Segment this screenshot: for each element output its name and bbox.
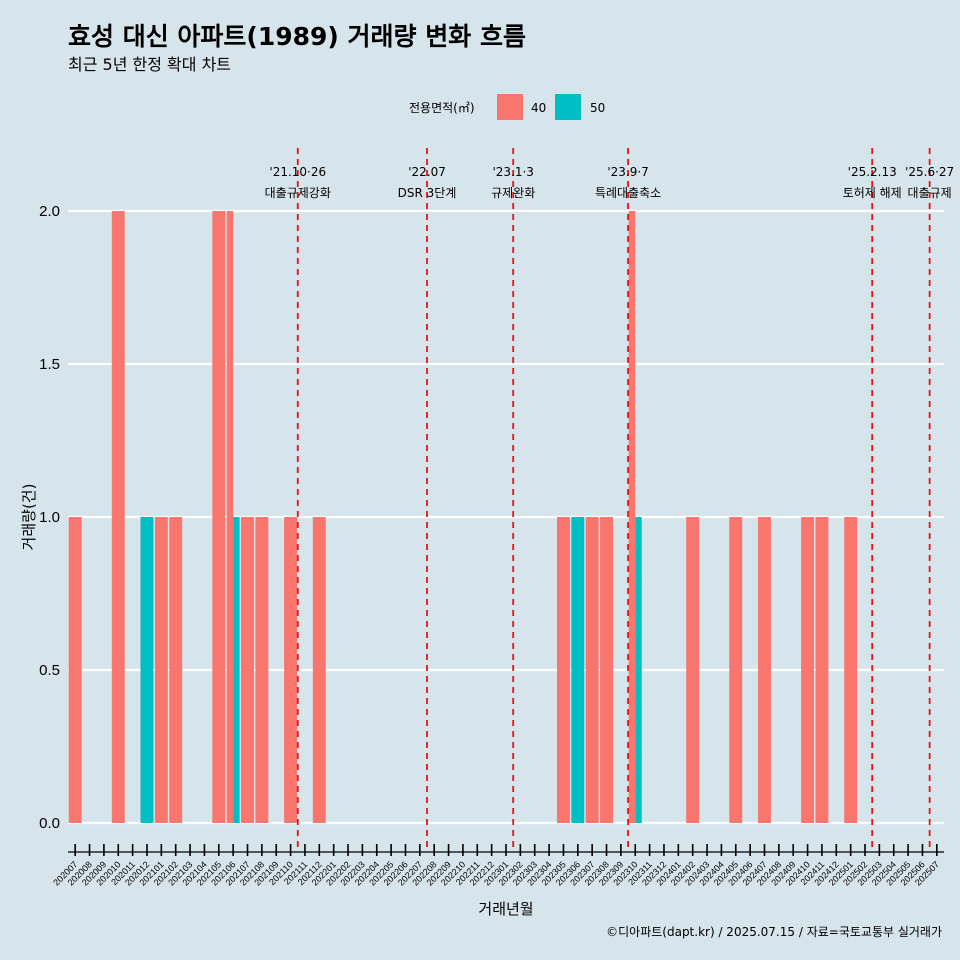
bar-40-202112 [312, 517, 326, 823]
event-date: '22.07 [408, 165, 446, 179]
bar-40-202305 [556, 517, 570, 823]
legend-title: 전용면적(㎡) [409, 101, 475, 115]
bar-40-202105 [212, 211, 226, 823]
chart-subtitle: 최근 5년 한정 확대 차트 [68, 55, 231, 74]
event-date: '25.6·27 [905, 165, 954, 179]
bar-40-202107 [241, 517, 254, 823]
bar-40-202402 [686, 517, 700, 823]
bar-40-202007 [68, 517, 82, 823]
event-date: '25.2.13 [848, 165, 897, 179]
bar-40-202411 [815, 517, 829, 823]
bar-50-202012 [140, 517, 154, 823]
bar-40-202307 [585, 517, 599, 823]
bar-40-202405 [729, 517, 743, 823]
event-label: 규제완화 [491, 186, 535, 200]
event-label: DSR 3단계 [398, 186, 457, 200]
bars [68, 211, 858, 823]
legend: 전용면적(㎡) 40 50 [409, 94, 605, 120]
y-tick-label: 0.5 [39, 662, 60, 679]
bar-50-202310 [635, 517, 642, 823]
caption: ©디아파트(dapt.kr) / 2025.07.15 / 자료=국토교통부 실… [606, 925, 942, 939]
event-label: 토허제 해제 [843, 186, 902, 200]
y-tick-label: 0.0 [39, 815, 60, 832]
bar-40-202102 [169, 517, 183, 823]
y-tick-label: 2.0 [39, 203, 60, 220]
bar-40-202110 [284, 517, 298, 823]
y-axis-ticks: 0.0 0.5 1.0 1.5 2.0 [39, 203, 60, 832]
bar-40-202501 [844, 517, 858, 823]
legend-label-40: 40 [531, 101, 546, 115]
legend-label-50: 50 [590, 101, 605, 115]
event-date: '23.9·7 [607, 165, 648, 179]
y-tick-label: 1.5 [39, 356, 60, 373]
legend-swatch-40 [497, 94, 523, 120]
x-axis-title: 거래년월 [478, 900, 533, 918]
bar-40-202106 [226, 211, 234, 823]
bar-50-202306 [571, 517, 585, 823]
bar-40-202410 [801, 517, 815, 823]
event-lines: '21.10·26 대출규제강화 '22.07 DSR 3단계 '23.1·3 규제완화 '… [265, 148, 954, 852]
x-axis: 2020072020082020092020102020112020122021… [51, 844, 944, 888]
bar-40-202108 [255, 517, 269, 823]
event-date: '23.1·3 [492, 165, 533, 179]
event-date: '21.10·26 [269, 165, 326, 179]
bar-40-202010 [111, 211, 125, 823]
y-axis-title: 거래량(건) [20, 484, 38, 551]
bar-40-202101 [154, 517, 168, 823]
bar-40-202310 [628, 211, 636, 823]
event-label: 대출규제강화 [265, 186, 331, 200]
bar-40-202407 [758, 517, 771, 823]
legend-swatch-50 [555, 94, 581, 120]
y-tick-label: 1.0 [39, 509, 60, 526]
bar-50-202106 [233, 517, 240, 823]
bar-40-202308 [600, 517, 613, 823]
event-label: 특례대출축소 [595, 186, 661, 200]
event-label: 대출규제 [908, 186, 952, 200]
chart-title: 효성 대신 아파트(1989) 거래량 변화 흐름 [68, 22, 526, 51]
